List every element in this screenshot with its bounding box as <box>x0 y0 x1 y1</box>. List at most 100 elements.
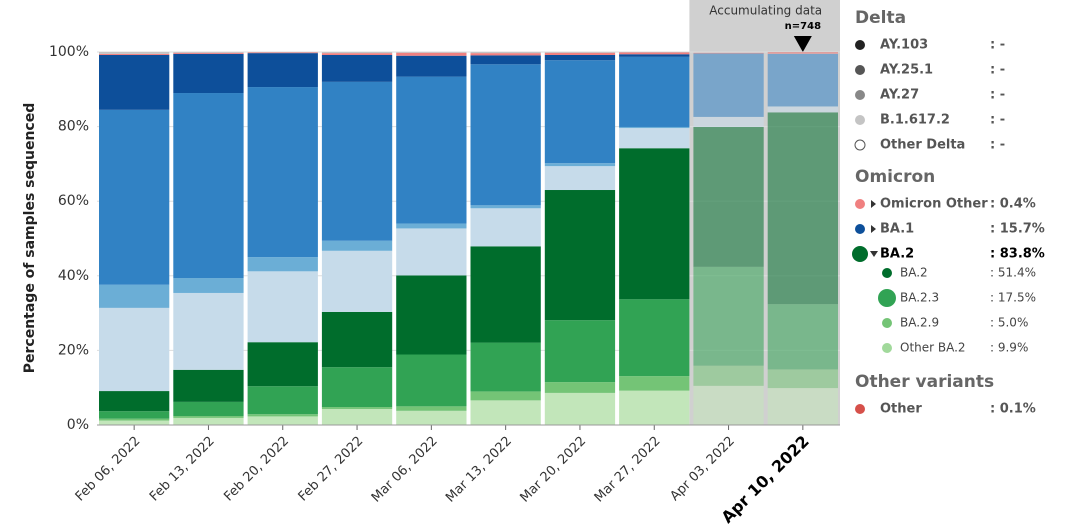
bar-segment <box>767 369 838 389</box>
legend-marker <box>855 404 865 414</box>
x-tick-label: Feb 20, 2022 <box>221 434 292 505</box>
legend-value: : 0.4% <box>990 197 1036 212</box>
expand-arrow[interactable] <box>871 200 876 208</box>
x-tick-label: Mar 13, 2022 <box>443 434 515 506</box>
legend-marker <box>852 246 868 262</box>
bar-segment <box>99 307 170 392</box>
bar-segment <box>619 52 690 55</box>
x-tick-label: Feb 06, 2022 <box>73 434 144 505</box>
bar-segment <box>173 53 244 94</box>
legend-subvalue: : 5.0% <box>990 316 1028 330</box>
bar-segment <box>99 54 170 110</box>
x-tick-label: Mar 27, 2022 <box>592 434 664 506</box>
bar-segment <box>619 54 690 57</box>
expand-arrow[interactable] <box>871 225 876 233</box>
bar-segment <box>619 128 690 149</box>
legend-marker <box>855 224 865 234</box>
bar-segment <box>470 342 541 392</box>
bar-segment <box>173 369 244 402</box>
legend-subvalue: : 9.9% <box>990 341 1028 355</box>
legend-label: BA.1 <box>880 222 914 237</box>
bar-segment <box>693 385 764 425</box>
y-tick-label: 0% <box>67 417 89 433</box>
x-tick-label: Feb 13, 2022 <box>147 434 218 505</box>
bar-segment <box>173 93 244 279</box>
bar-segment <box>693 266 764 366</box>
bar-segment <box>767 53 838 107</box>
bar-segment <box>321 53 393 55</box>
bar-segment <box>247 257 318 272</box>
bar-segment <box>470 391 541 401</box>
legend-subvalue: : 51.4% <box>990 266 1036 280</box>
accumulating-label: Accumulating data <box>709 4 822 18</box>
bar-segment <box>470 205 541 209</box>
legend-marker <box>855 40 865 50</box>
bar-segment <box>321 367 393 408</box>
bar-segment <box>396 52 467 56</box>
bar-segment <box>99 53 170 55</box>
legend-label: Other <box>880 402 922 417</box>
legend-marker <box>855 199 865 209</box>
bar-segment <box>470 55 541 65</box>
bar-segment <box>247 52 318 54</box>
legend-value: : 15.7% <box>990 222 1045 237</box>
n-label: n=748 <box>785 21 821 32</box>
bar-segment <box>99 420 170 425</box>
bar-segment <box>173 416 244 418</box>
bar-segment <box>544 54 616 61</box>
legend-header: Other variants <box>855 372 994 392</box>
bar-segment <box>321 81 393 241</box>
legend-label: AY.103 <box>880 38 928 53</box>
legend-label: AY.25.1 <box>880 63 933 78</box>
bar-segment <box>767 112 838 305</box>
bar-segment <box>619 148 690 300</box>
bar-segment <box>99 284 170 308</box>
legend-sublabel: BA.2.9 <box>900 316 939 330</box>
legend-value: : - <box>990 38 1005 53</box>
y-tick-label: 100% <box>49 44 89 60</box>
bar-segment <box>396 55 467 77</box>
x-tick-label: Apr 03, 2022 <box>667 434 737 504</box>
bar-segment <box>470 53 541 56</box>
bar-segment <box>99 109 170 285</box>
bar-segment <box>396 52 467 53</box>
bar-segment <box>396 223 467 229</box>
bar-segment <box>619 376 690 391</box>
bar-segment <box>767 106 838 113</box>
bar-segment <box>321 311 393 368</box>
bar-segment <box>247 386 318 415</box>
expand-arrow[interactable] <box>870 251 878 257</box>
x-tick-label: Mar 06, 2022 <box>369 434 441 506</box>
legend-label: B.1.617.2 <box>880 113 950 128</box>
legend-value: : - <box>990 138 1005 153</box>
legend-marker <box>878 289 896 307</box>
bar-segment <box>396 410 467 425</box>
legend-sublabel: Other BA.2 <box>900 341 966 355</box>
bar-segment <box>247 53 318 88</box>
marker-arrow <box>793 36 812 52</box>
bar-segment <box>247 87 318 258</box>
bar-segment <box>396 406 467 411</box>
legend-value: : - <box>990 113 1005 128</box>
bar-segment <box>321 408 393 425</box>
x-tick-label: Feb 27, 2022 <box>296 434 367 505</box>
bar-segment <box>470 208 541 247</box>
bar-segment <box>173 52 244 53</box>
bar-segment <box>99 411 170 419</box>
bar-segment <box>99 391 170 412</box>
bar-segment <box>396 354 467 407</box>
bar-segment <box>321 240 393 251</box>
y-tick-label: 20% <box>58 342 89 358</box>
bar-segment <box>247 342 318 387</box>
bar-segment <box>767 388 838 425</box>
bar-segment <box>396 275 467 355</box>
legend-marker <box>855 115 865 125</box>
legend-value: : 83.8% <box>990 247 1045 262</box>
bar-segment <box>173 417 244 425</box>
legend-subvalue: : 17.5% <box>990 291 1036 305</box>
bar-segment <box>544 320 616 383</box>
bar-segment <box>619 390 690 425</box>
bar-segment <box>544 190 616 321</box>
bar-segment <box>321 52 393 54</box>
